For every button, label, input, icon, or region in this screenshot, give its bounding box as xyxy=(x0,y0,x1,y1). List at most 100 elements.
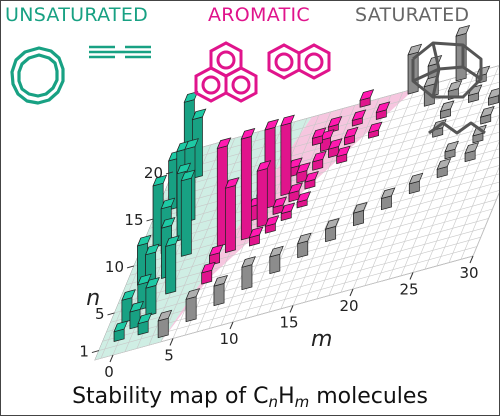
polyyne-chain-icon xyxy=(89,45,151,59)
bar-face-top xyxy=(444,140,459,153)
bar-aromatic-n10-m10 xyxy=(264,215,280,234)
bar-saturated-n13-m24 xyxy=(444,140,459,160)
bar-face-top xyxy=(272,196,288,209)
grid-line-n xyxy=(110,218,489,323)
bar-face-top xyxy=(280,114,295,127)
bar-face-top xyxy=(380,187,396,200)
bar-unsaturated-n3-m1 xyxy=(129,300,144,330)
bar-face-top xyxy=(137,273,152,286)
bar-face-top xyxy=(269,245,284,258)
x-tick-label: 25 xyxy=(399,281,418,299)
bar-face-top xyxy=(113,320,129,333)
bar-face-front xyxy=(240,135,252,241)
grid-line-n xyxy=(114,208,493,314)
bar-face-top xyxy=(352,201,368,214)
grid-line-n xyxy=(137,156,499,257)
bar-unsaturated-n12-m0 xyxy=(152,174,168,248)
y-tick-mark xyxy=(126,265,135,269)
bar-unsaturated-n10-m3 xyxy=(180,169,196,257)
bar-saturated-n2-m6 xyxy=(185,288,201,323)
bar-saturated-n10-m22 xyxy=(408,172,424,195)
bar-saturated-n3-m8 xyxy=(213,274,228,307)
bar-face-top xyxy=(248,226,264,239)
bar-face-top xyxy=(256,160,272,172)
caption-element-c: C xyxy=(253,384,269,409)
bar-face-top xyxy=(312,150,327,163)
bar-face-top xyxy=(184,138,199,150)
grid-line-m xyxy=(472,192,499,257)
caption-subscript-m: m xyxy=(294,393,310,411)
bar-aromatic-n16-m14 xyxy=(336,145,351,165)
x-tick-mark xyxy=(409,272,414,280)
x-tick-mark xyxy=(229,321,234,330)
saturated-label: SATURATED xyxy=(355,4,470,26)
bar-face-top xyxy=(367,121,383,134)
bar-face-top xyxy=(264,118,279,131)
bar-face-top xyxy=(480,105,495,118)
bar-face-front xyxy=(269,253,281,275)
y-axis-label: n xyxy=(86,286,100,311)
grid-line-m xyxy=(460,166,499,260)
bar-aromatic-n9-m9 xyxy=(248,226,264,247)
bar-face-top xyxy=(121,289,136,301)
bar-aromatic-n16-m12 xyxy=(312,150,327,171)
bar-face-top xyxy=(129,300,144,313)
bar-face-top xyxy=(464,142,480,154)
bar-face-front xyxy=(157,317,169,339)
x-axis-label: m xyxy=(311,327,332,352)
bar-unsaturated-n5-m1 xyxy=(137,273,152,311)
figure-caption: Stability map of CnHm molecules xyxy=(1,384,499,411)
bar-face-top xyxy=(183,91,199,103)
bar-face-top xyxy=(351,109,367,122)
bar-face-top xyxy=(160,197,176,210)
bar-aromatic-n10-m6 xyxy=(216,137,232,247)
bar-unsaturated-n4-m0 xyxy=(121,289,136,324)
bar-face-front xyxy=(225,185,236,254)
y-tick-mark xyxy=(165,171,174,175)
bar-face-top xyxy=(157,309,173,322)
bar-face-front xyxy=(185,296,197,323)
bar-face-top xyxy=(191,108,207,121)
grid-line-n xyxy=(130,173,499,276)
y-tick-mark xyxy=(91,350,100,354)
bar-face-top xyxy=(145,276,160,289)
bar-face-top xyxy=(185,288,201,300)
bar-face-front xyxy=(256,168,268,228)
bar-face-top xyxy=(216,137,232,150)
y-tick-label: 5 xyxy=(95,305,105,323)
bar-face-top xyxy=(176,162,192,175)
bar-saturated-n7-m16 xyxy=(325,217,340,243)
bar-saturated-n11-m24 xyxy=(436,158,452,179)
bar-face-top xyxy=(311,127,327,139)
bar-aromatic-n22-m14 xyxy=(359,89,375,108)
y-tick-label: 1 xyxy=(79,343,89,361)
y-tick-mark xyxy=(107,312,115,316)
aromatic-label: AROMATIC xyxy=(208,4,310,26)
x-tick-mark xyxy=(289,305,294,313)
bar-saturated-n12-m26 xyxy=(464,142,480,163)
bar-face-top xyxy=(145,243,160,256)
bar-aromatic-n10-m8 xyxy=(240,127,256,241)
bar-face-top xyxy=(343,126,359,139)
bar-face-top xyxy=(264,215,280,227)
bar-saturated-n9-m20 xyxy=(380,187,396,211)
caption-suffix: molecules xyxy=(309,384,428,409)
x-tick-label: 10 xyxy=(219,330,238,348)
bar-face-top xyxy=(201,261,216,274)
x-tick-label: 15 xyxy=(279,314,298,332)
x-tick-label: 30 xyxy=(459,264,478,282)
x-tick-label: 0 xyxy=(104,363,114,381)
y-tick-mark xyxy=(146,218,154,222)
bar-face-top xyxy=(439,100,455,113)
bar-aromatic-n14-m12 xyxy=(304,170,319,190)
bars-layer xyxy=(113,24,499,342)
unsaturated-label: UNSATURATED xyxy=(5,4,149,26)
grid-line-n xyxy=(145,140,499,239)
bar-face-top xyxy=(359,89,375,101)
bar-aromatic-n18-m16 xyxy=(367,121,383,139)
bar-aromatic-n20-m14 xyxy=(351,109,367,127)
bar-saturated-n5-m12 xyxy=(269,245,284,275)
